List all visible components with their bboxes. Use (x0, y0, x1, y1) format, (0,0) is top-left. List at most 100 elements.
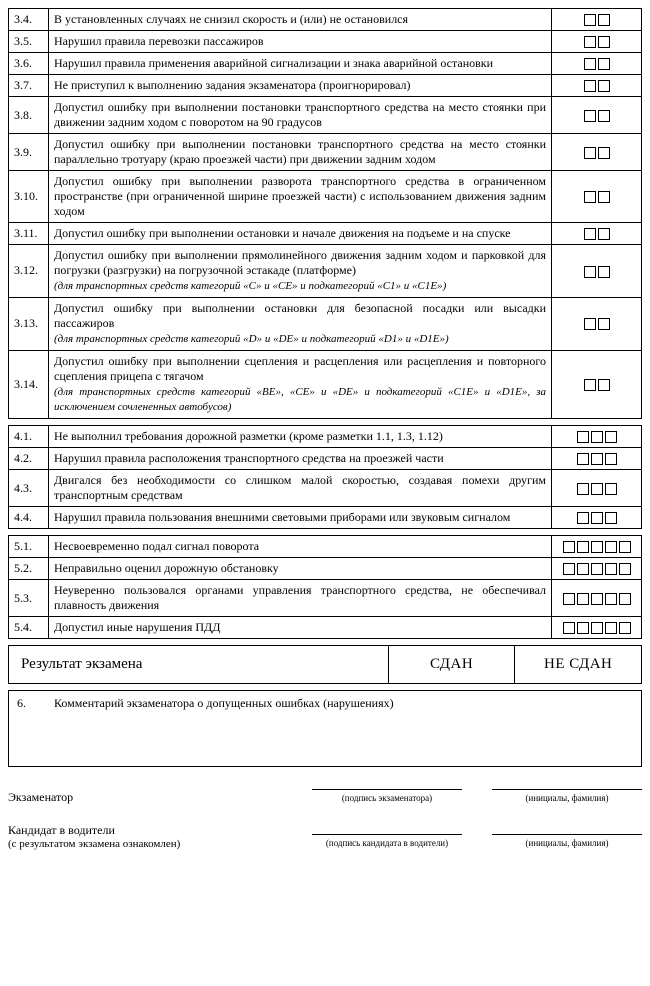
candidate-initials-line[interactable]: (инициалы, фамилия) (492, 834, 642, 850)
checkbox[interactable] (584, 110, 596, 122)
checkbox[interactable] (577, 512, 589, 524)
row-text: Допустил ошибку при выполнении остановки… (49, 297, 552, 350)
checkbox[interactable] (584, 147, 596, 159)
row-number: 3.4. (9, 9, 49, 31)
checkbox[interactable] (577, 431, 589, 443)
checkbox[interactable] (584, 379, 596, 391)
checkbox[interactable] (605, 541, 617, 553)
checkbox[interactable] (584, 58, 596, 70)
comment-num: 6. (17, 696, 51, 711)
checkbox[interactable] (584, 266, 596, 278)
row-boxes (552, 350, 642, 419)
checkbox[interactable] (577, 593, 589, 605)
row-number: 4.4. (9, 507, 49, 529)
checkbox[interactable] (563, 622, 575, 634)
row-boxes (552, 97, 642, 134)
row-text: Допустил иные нарушения ПДД (49, 617, 552, 639)
row-boxes (552, 223, 642, 245)
row-number: 4.3. (9, 470, 49, 507)
row-boxes (552, 536, 642, 558)
checkbox[interactable] (598, 58, 610, 70)
candidate-label: Кандидат в водители (8, 823, 268, 838)
row-text: Допустил ошибку при выполнении остановки… (49, 223, 552, 245)
row-text: Двигался без необходимости со слишком ма… (49, 470, 552, 507)
result-fail[interactable]: НЕ СДАН (515, 646, 642, 684)
row-text: Допустил ошибку при выполнении постановк… (49, 97, 552, 134)
checkbox[interactable] (563, 563, 575, 575)
checkbox[interactable] (591, 563, 603, 575)
checkbox[interactable] (591, 541, 603, 553)
result-pass[interactable]: СДАН (388, 646, 515, 684)
row-text: Нарушил правила применения аварийной сиг… (49, 53, 552, 75)
checkbox[interactable] (605, 512, 617, 524)
checkbox[interactable] (563, 541, 575, 553)
checkbox[interactable] (563, 593, 575, 605)
row-number: 3.11. (9, 223, 49, 245)
row-boxes (552, 9, 642, 31)
candidate-sublabel: (с результатом экзамена ознакомлен) (8, 838, 268, 850)
checkbox[interactable] (605, 563, 617, 575)
candidate-signature-line[interactable]: (подпись кандидата в водители) (312, 834, 462, 850)
row-boxes (552, 617, 642, 639)
checkbox[interactable] (584, 191, 596, 203)
row-number: 3.6. (9, 53, 49, 75)
row-boxes (552, 507, 642, 529)
checkbox[interactable] (605, 622, 617, 634)
checkbox[interactable] (598, 147, 610, 159)
checkbox[interactable] (577, 453, 589, 465)
checkbox[interactable] (598, 36, 610, 48)
row-boxes (552, 134, 642, 171)
row-boxes (552, 245, 642, 298)
result-label: Результат экзамена (9, 646, 389, 684)
checkbox[interactable] (598, 191, 610, 203)
checkbox[interactable] (591, 593, 603, 605)
examiner-label: Экзаменатор (8, 790, 268, 805)
row-number: 3.10. (9, 171, 49, 223)
violations-tables: 3.4.В установленных случаях не снизил ск… (8, 8, 642, 639)
signatures: Экзаменатор (подпись экзаменатора) (иниц… (8, 789, 642, 850)
checkbox[interactable] (605, 593, 617, 605)
row-text: Несвоевременно подал сигнал поворота (49, 536, 552, 558)
checkbox[interactable] (584, 80, 596, 92)
checkbox[interactable] (577, 622, 589, 634)
row-boxes (552, 580, 642, 617)
checkbox[interactable] (598, 318, 610, 330)
row-text: Не выполнил требования дорожной разметки… (49, 426, 552, 448)
checkbox[interactable] (598, 110, 610, 122)
checkbox[interactable] (619, 541, 631, 553)
checkbox[interactable] (598, 80, 610, 92)
checkbox[interactable] (619, 563, 631, 575)
checkbox[interactable] (598, 228, 610, 240)
checkbox[interactable] (619, 593, 631, 605)
checkbox[interactable] (591, 512, 603, 524)
checkbox[interactable] (591, 453, 603, 465)
checkbox[interactable] (591, 622, 603, 634)
checkbox[interactable] (591, 483, 603, 495)
row-boxes (552, 171, 642, 223)
comment-text: Комментарий экзаменатора о допущенных ош… (54, 696, 394, 710)
checkbox[interactable] (619, 622, 631, 634)
checkbox[interactable] (598, 14, 610, 26)
checkbox[interactable] (591, 431, 603, 443)
checkbox[interactable] (605, 453, 617, 465)
checkbox[interactable] (577, 563, 589, 575)
checkbox[interactable] (584, 228, 596, 240)
row-boxes (552, 448, 642, 470)
examiner-signature-line[interactable]: (подпись экзаменатора) (312, 789, 462, 805)
row-number: 3.9. (9, 134, 49, 171)
checkbox[interactable] (577, 483, 589, 495)
checkbox[interactable] (584, 36, 596, 48)
row-boxes (552, 426, 642, 448)
result-table: Результат экзамена СДАН НЕ СДАН (8, 645, 642, 684)
row-text: Неправильно оценил дорожную обстановку (49, 558, 552, 580)
checkbox[interactable] (598, 266, 610, 278)
checkbox[interactable] (584, 318, 596, 330)
checkbox[interactable] (577, 541, 589, 553)
checkbox[interactable] (605, 483, 617, 495)
checkbox[interactable] (598, 379, 610, 391)
row-boxes (552, 558, 642, 580)
checkbox[interactable] (605, 431, 617, 443)
examiner-initials-line[interactable]: (инициалы, фамилия) (492, 789, 642, 805)
checkbox[interactable] (584, 14, 596, 26)
comment-box[interactable]: 6. Комментарий экзаменатора о допущенных… (8, 690, 642, 767)
